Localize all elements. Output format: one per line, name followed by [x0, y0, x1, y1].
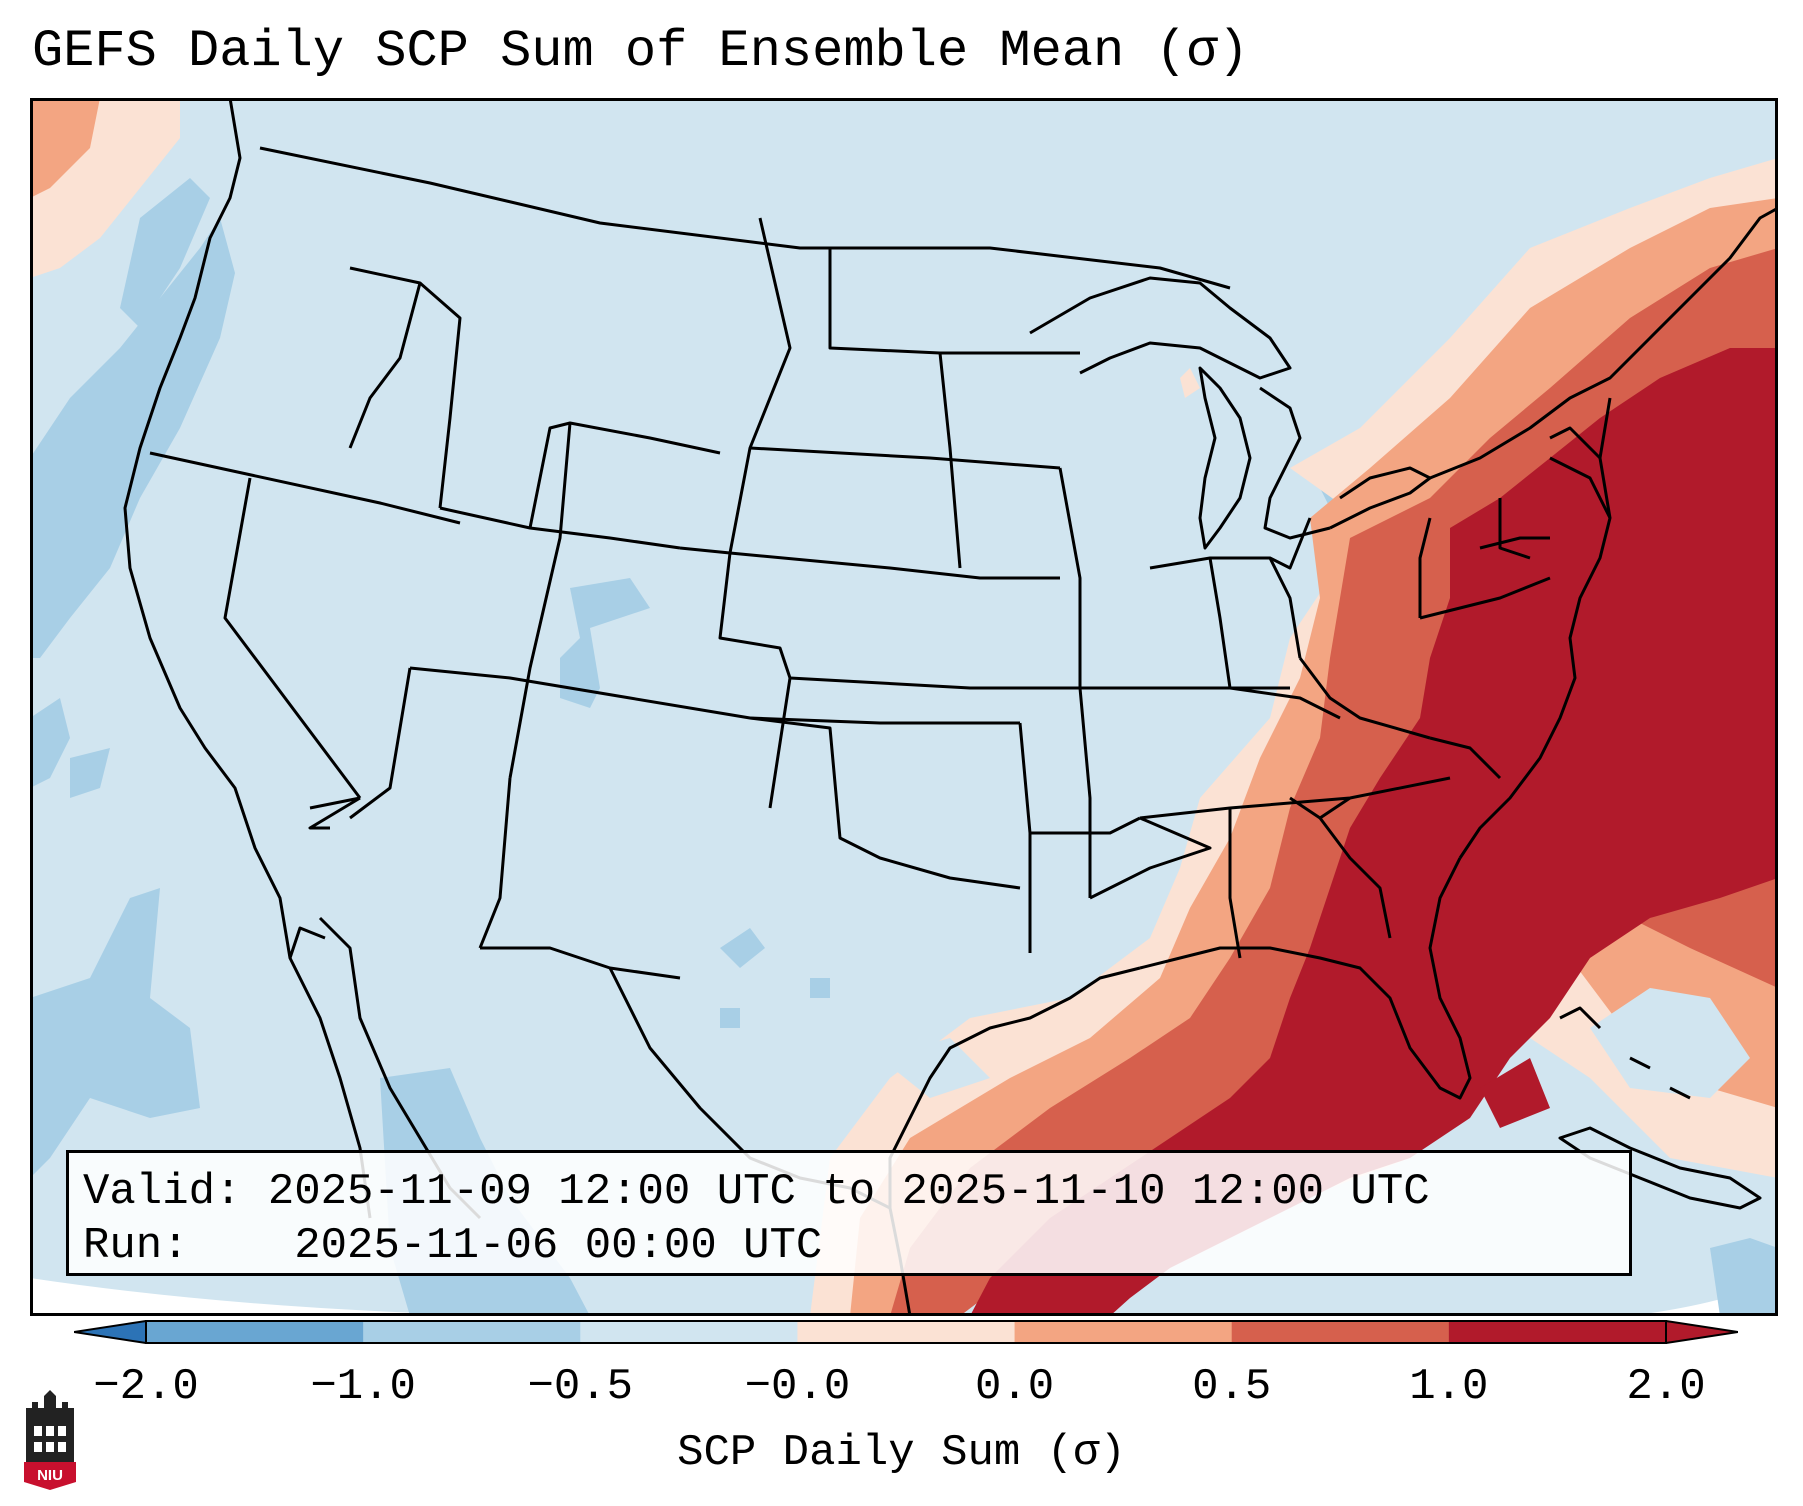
colorbar-tick-label: 2.0 — [1626, 1362, 1706, 1412]
colorbar-segment — [580, 1321, 798, 1343]
projection-edge-left — [30, 1278, 730, 1316]
run-value: 2025-11-06 00:00 UTC — [294, 1221, 823, 1271]
colorbar-extend-high — [1665, 1320, 1738, 1344]
niu-logo: NIU — [24, 1390, 76, 1490]
colorbar-segment — [1448, 1321, 1667, 1343]
colorbar-label: SCP Daily Sum (σ) — [677, 1428, 1126, 1478]
colorbar-tick-label: −1.0 — [310, 1362, 416, 1412]
atlantic-neutral-patch — [1590, 988, 1750, 1098]
colorbar-segment — [1014, 1321, 1233, 1343]
extreme-positive-shading — [970, 348, 1778, 1316]
map-frame — [30, 98, 1778, 1316]
boundaries — [123, 98, 1778, 1316]
niu-logo-text: NIU — [37, 1467, 63, 1484]
valid-value: 2025-11-09 12:00 UTC to 2025-11-10 12:00… — [267, 1167, 1430, 1217]
run-label: Run: — [83, 1221, 189, 1271]
colorbar-segment — [146, 1321, 364, 1343]
scp-map — [30, 98, 1778, 1316]
valid-run-info-box: Valid: 2025-11-09 12:00 UTC to 2025-11-1… — [66, 1150, 1632, 1276]
valid-label: Valid: — [83, 1167, 242, 1217]
map-canvas — [30, 98, 1778, 1316]
map-title: GEFS Daily SCP Sum of Ensemble Mean (σ) — [32, 22, 1249, 81]
colorbar-frame — [145, 1320, 1667, 1344]
colorbar-segment — [363, 1321, 581, 1343]
colorbar-tick-label: 0.5 — [1192, 1362, 1272, 1412]
colorbar-tick-label: −0.5 — [527, 1362, 634, 1412]
colorbar-tick-label: 0.0 — [974, 1362, 1055, 1412]
colorbar-segment — [797, 1321, 1016, 1343]
colorbar-segments — [74, 1321, 1738, 1343]
colorbar-tick-label: 1.0 — [1409, 1362, 1489, 1412]
colorbar — [74, 1320, 1738, 1344]
colorbar-high-triangle — [1666, 1321, 1738, 1343]
colorbar-extend-low — [74, 1320, 147, 1344]
colorbar-tick-label: −0.0 — [744, 1362, 851, 1412]
colorbar-low-triangle — [74, 1321, 146, 1343]
colorbar-segment — [1231, 1321, 1450, 1343]
colorbar-tick-label: −2.0 — [93, 1362, 199, 1412]
